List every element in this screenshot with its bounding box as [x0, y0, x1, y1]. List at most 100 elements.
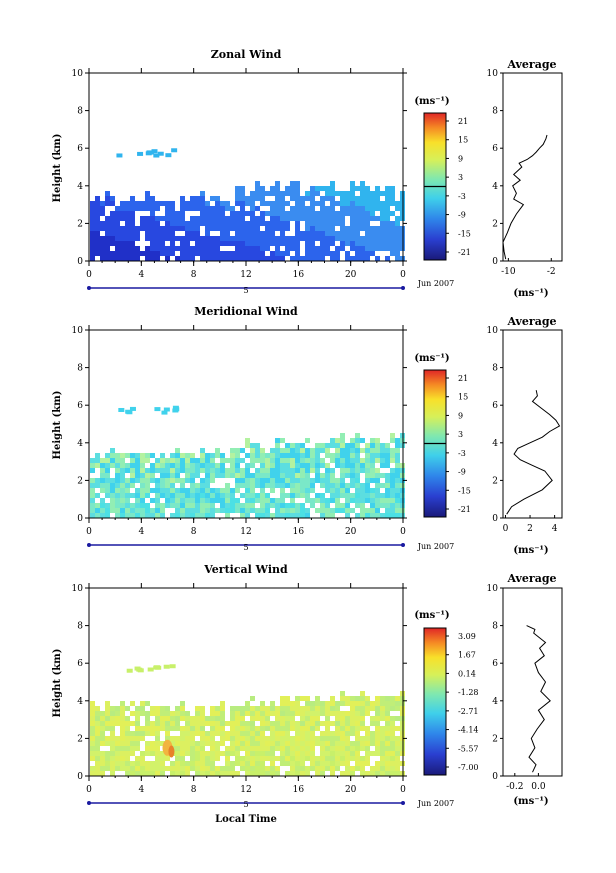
- heatmap-cell: [315, 221, 320, 226]
- heatmap-cell: [390, 493, 395, 498]
- heatmap-cell: [145, 711, 150, 716]
- heatmap-cell: [265, 716, 270, 721]
- heatmap-cell: [380, 483, 385, 488]
- heatmap-cell: [265, 468, 270, 473]
- heatmap-cell: [315, 236, 320, 241]
- heatmap-cell: [120, 498, 125, 503]
- heatmap-cell: [255, 498, 260, 503]
- heatmap-cell: [110, 508, 115, 513]
- heatmap-cell: [110, 721, 115, 726]
- heatmap-cell: [200, 761, 205, 766]
- heatmap-cell: [335, 483, 340, 488]
- heatmap-cell: [105, 761, 110, 766]
- heatmap-cell: [335, 448, 340, 453]
- heatmap-cell: [105, 458, 110, 463]
- heatmap-cell: [305, 256, 310, 261]
- heatmap-cell: [135, 468, 140, 473]
- heatmap-cell: [315, 473, 320, 478]
- heatmap-cell: [185, 256, 190, 261]
- heatmap-cell: [175, 503, 180, 508]
- heatmap-cell: [260, 756, 265, 761]
- heatmap-cell: [165, 206, 170, 211]
- heatmap-cell: [245, 196, 250, 201]
- heatmap-cell: [150, 216, 155, 221]
- heatmap-cell: [280, 236, 285, 241]
- heatmap-cell: [275, 443, 280, 448]
- heatmap-cell: [225, 473, 230, 478]
- heatmap-cell: [90, 493, 95, 498]
- heatmap-cell: [365, 701, 370, 706]
- heatmap-cell: [150, 241, 155, 246]
- heatmap-cell: [105, 726, 110, 731]
- heatmap-cell: [280, 478, 285, 483]
- heatmap-cell: [120, 716, 125, 721]
- heatmap-cell: [170, 201, 175, 206]
- profile-x-tick-label: -0.2: [506, 782, 523, 792]
- heatmap-cell: [140, 216, 145, 221]
- heatmap-cell: [300, 508, 305, 513]
- heatmap-cell: [95, 503, 100, 508]
- heatmap-cell: [180, 508, 185, 513]
- heatmap-cell: [120, 453, 125, 458]
- heatmap-cell: [220, 221, 225, 226]
- heatmap-cell: [360, 216, 365, 221]
- heatmap-cell: [200, 251, 205, 256]
- heatmap-cell: [160, 493, 165, 498]
- heatmap-cell: [145, 716, 150, 721]
- heatmap-cell: [355, 438, 360, 443]
- heatmap-cell: [160, 766, 165, 771]
- heatmap-cell: [340, 478, 345, 483]
- heatmap-cell: [355, 453, 360, 458]
- heatmap-cell: [310, 463, 315, 468]
- heatmap-cell: [150, 256, 155, 261]
- heatmap-cell: [380, 696, 385, 701]
- heatmap-cell: [225, 468, 230, 473]
- heatmap-cell: [340, 731, 345, 736]
- heatmap-cell: [145, 256, 150, 261]
- heatmap-cell: [320, 508, 325, 513]
- heatmap-cell: [245, 706, 250, 711]
- heatmap-cell: [375, 736, 380, 741]
- heatmap-cell: [275, 771, 280, 776]
- heatmap-cell: [185, 246, 190, 251]
- heatmap-cell: [350, 458, 355, 463]
- heatmap-cell: [355, 241, 360, 246]
- heatmap-cell: [130, 453, 135, 458]
- heatmap-cell: [300, 741, 305, 746]
- heatmap-cell: [250, 741, 255, 746]
- heatmap-cell: [245, 761, 250, 766]
- heatmap-cell: [105, 201, 110, 206]
- heatmap-cell: [335, 191, 340, 196]
- heatmap-cell: [250, 201, 255, 206]
- heatmap-cell: [335, 488, 340, 493]
- heatmap-cell: [125, 231, 130, 236]
- heatmap-cell: [245, 488, 250, 493]
- heatmap-cell: [355, 711, 360, 716]
- heatmap-cell: [290, 186, 295, 191]
- heatmap-cell: [255, 448, 260, 453]
- heatmap-cell: [270, 741, 275, 746]
- heatmap-cell: [115, 256, 120, 261]
- heatmap-cell: [305, 696, 310, 701]
- heatmap-cell: [100, 498, 105, 503]
- heatmap-cell: [260, 746, 265, 751]
- heatmap-cell: [215, 241, 220, 246]
- heatmap-cell: [116, 153, 123, 158]
- heatmap-cell: [380, 453, 385, 458]
- heatmap-cell: [135, 478, 140, 483]
- heatmap-cell: [330, 453, 335, 458]
- heatmap-cell: [105, 246, 110, 251]
- heatmap-cell: [95, 771, 100, 776]
- y-tick-label: 6: [77, 401, 83, 411]
- heatmap-cell: [140, 488, 145, 493]
- heatmap-cell: [385, 246, 390, 251]
- heatmap-cell: [105, 453, 110, 458]
- heatmap-cell: [350, 746, 355, 751]
- heatmap-cell: [390, 483, 395, 488]
- colorbar-tick-label: 21: [458, 374, 468, 383]
- heatmap-cell: [350, 711, 355, 716]
- heatmap-cell: [335, 453, 340, 458]
- heatmap-cell: [205, 771, 210, 776]
- heatmap-cell: [315, 231, 320, 236]
